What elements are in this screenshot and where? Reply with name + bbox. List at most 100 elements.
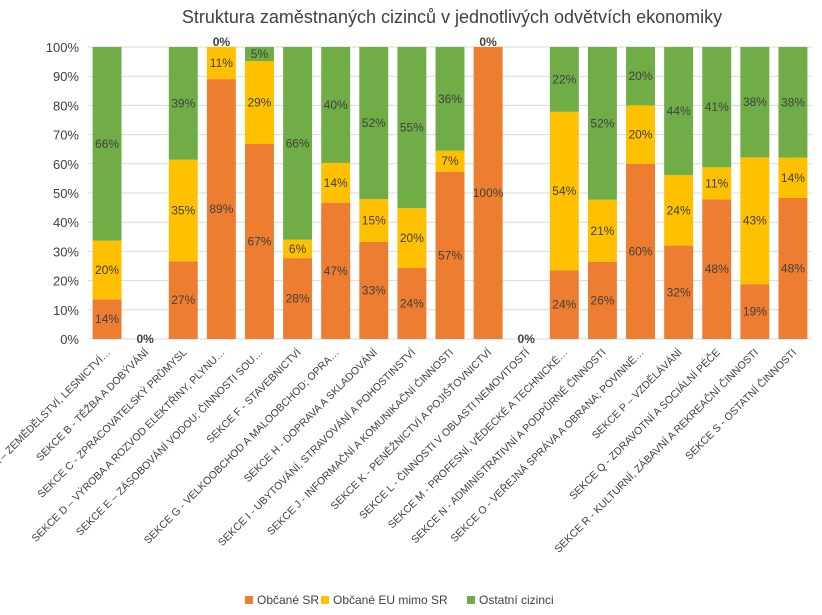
data-label: 29%: [247, 95, 271, 109]
y-tick-label: 30%: [53, 244, 79, 259]
data-label: 22%: [552, 72, 576, 86]
data-label: 24%: [552, 298, 576, 312]
bar-segment: [702, 199, 732, 339]
bar-segment: [321, 202, 351, 339]
data-label: 21%: [590, 224, 614, 238]
data-label: 0%: [518, 332, 536, 346]
data-label: 33%: [362, 283, 386, 297]
data-label: 52%: [590, 116, 614, 130]
bar-segment: [626, 105, 656, 164]
bar-segment: [587, 261, 617, 339]
data-label: 48%: [705, 262, 729, 276]
bar-segment: [283, 47, 313, 240]
data-label: 0%: [213, 35, 231, 49]
data-label: 20%: [629, 128, 653, 142]
bar-segment: [587, 47, 617, 200]
legend-label: Ostatní cizinci: [479, 593, 554, 607]
data-label: 43%: [743, 214, 767, 228]
y-tick-label: 70%: [53, 128, 79, 143]
data-label: 89%: [209, 202, 233, 216]
bar-segment: [168, 261, 198, 339]
data-label: 14%: [324, 176, 348, 190]
data-label: 7%: [441, 154, 459, 168]
data-label: 44%: [667, 104, 691, 118]
bar-segment: [283, 258, 313, 339]
chart-title: Struktura zaměstnaných cizinců v jednotl…: [182, 7, 722, 27]
y-tick-label: 50%: [53, 186, 79, 201]
y-tick-label: 100%: [46, 40, 80, 55]
bar-segment: [92, 47, 122, 241]
bar-segment: [664, 175, 694, 246]
data-label: 32%: [667, 285, 691, 299]
bar-segment: [397, 47, 427, 209]
data-label: 60%: [629, 244, 653, 258]
y-tick-label: 90%: [53, 69, 79, 84]
bar-segment: [206, 47, 236, 80]
data-label: 38%: [743, 95, 767, 109]
legend-label: Občané SR: [257, 593, 319, 607]
bar-segment: [321, 162, 351, 203]
bar-segment: [359, 241, 389, 339]
data-label: 14%: [95, 312, 119, 326]
bar-segment: [244, 47, 274, 62]
bar-segment: [435, 171, 465, 339]
x-axis: SEKCE A – ZEMĚDĚLSTVÍ, LESNICTVÍ…SEKCE B…: [0, 346, 799, 556]
bar-segment: [168, 47, 198, 160]
data-label: 36%: [438, 92, 462, 106]
data-label: 28%: [286, 292, 310, 306]
legend-swatch: [467, 596, 475, 604]
data-label: 0%: [136, 332, 154, 346]
bar-segment: [778, 157, 808, 198]
bar-segment: [549, 47, 579, 112]
bar-segment: [473, 47, 503, 339]
data-label: 39%: [171, 96, 195, 110]
data-label: 11%: [210, 56, 233, 70]
y-tick-label: 60%: [53, 157, 79, 172]
data-label: 27%: [171, 293, 195, 307]
data-label: 47%: [324, 264, 348, 278]
data-label: 24%: [667, 203, 691, 217]
data-label: 55%: [400, 121, 424, 135]
data-label: 41%: [705, 100, 729, 114]
bar-segment: [244, 143, 274, 339]
x-tick-label: SEKCE C - ZPRACOVATELSKÝ PRŮMYSL: [35, 346, 190, 501]
data-label: 0%: [479, 35, 497, 49]
data-label: 35%: [171, 204, 195, 218]
bar-segment: [359, 47, 389, 200]
bar-segment: [702, 47, 732, 168]
legend-label: Občané EU mimo SR: [333, 593, 448, 607]
data-label: 19%: [743, 305, 767, 319]
bar-segment: [626, 47, 656, 106]
data-label: 40%: [324, 98, 348, 112]
data-label: 52%: [362, 116, 386, 130]
data-label: 15%: [362, 213, 386, 227]
y-tick-label: 40%: [53, 215, 79, 230]
data-label: 6%: [289, 242, 307, 256]
data-label: 26%: [590, 293, 614, 307]
bar-segment: [283, 239, 313, 259]
y-tick-label: 10%: [53, 303, 79, 318]
data-label: 5%: [251, 47, 269, 61]
bar-segment: [549, 111, 579, 271]
bar-segment: [206, 79, 236, 340]
data-label: 48%: [781, 261, 805, 275]
bar-segment: [244, 61, 274, 144]
data-label: 66%: [95, 137, 119, 151]
data-label: 24%: [400, 296, 424, 310]
bar-segment: [321, 47, 351, 163]
data-label: 14%: [781, 171, 805, 185]
bar-segment: [435, 150, 465, 172]
bar-segment: [778, 47, 808, 158]
data-label: 38%: [781, 95, 805, 109]
legend: Občané SR Občané EU mimo SR Ostatní cizinc…: [245, 593, 554, 607]
data-label: 66%: [286, 136, 310, 150]
bar-segment: [626, 163, 656, 339]
data-labels: 14% 20% 66% 0% 27% 35% 39% 89% 11% 0% 67% 29% 5% 28% 6…: [95, 35, 805, 346]
data-label: 54%: [552, 184, 576, 198]
x-tick-label: SEKCE M - PROFESNÍ, VĚDECKÉ A TECHNICKÉ…: [385, 346, 570, 531]
bar-segment: [740, 284, 770, 339]
data-label: 67%: [247, 234, 271, 248]
bar-segment: [435, 47, 465, 151]
bar-segment: [778, 197, 808, 339]
